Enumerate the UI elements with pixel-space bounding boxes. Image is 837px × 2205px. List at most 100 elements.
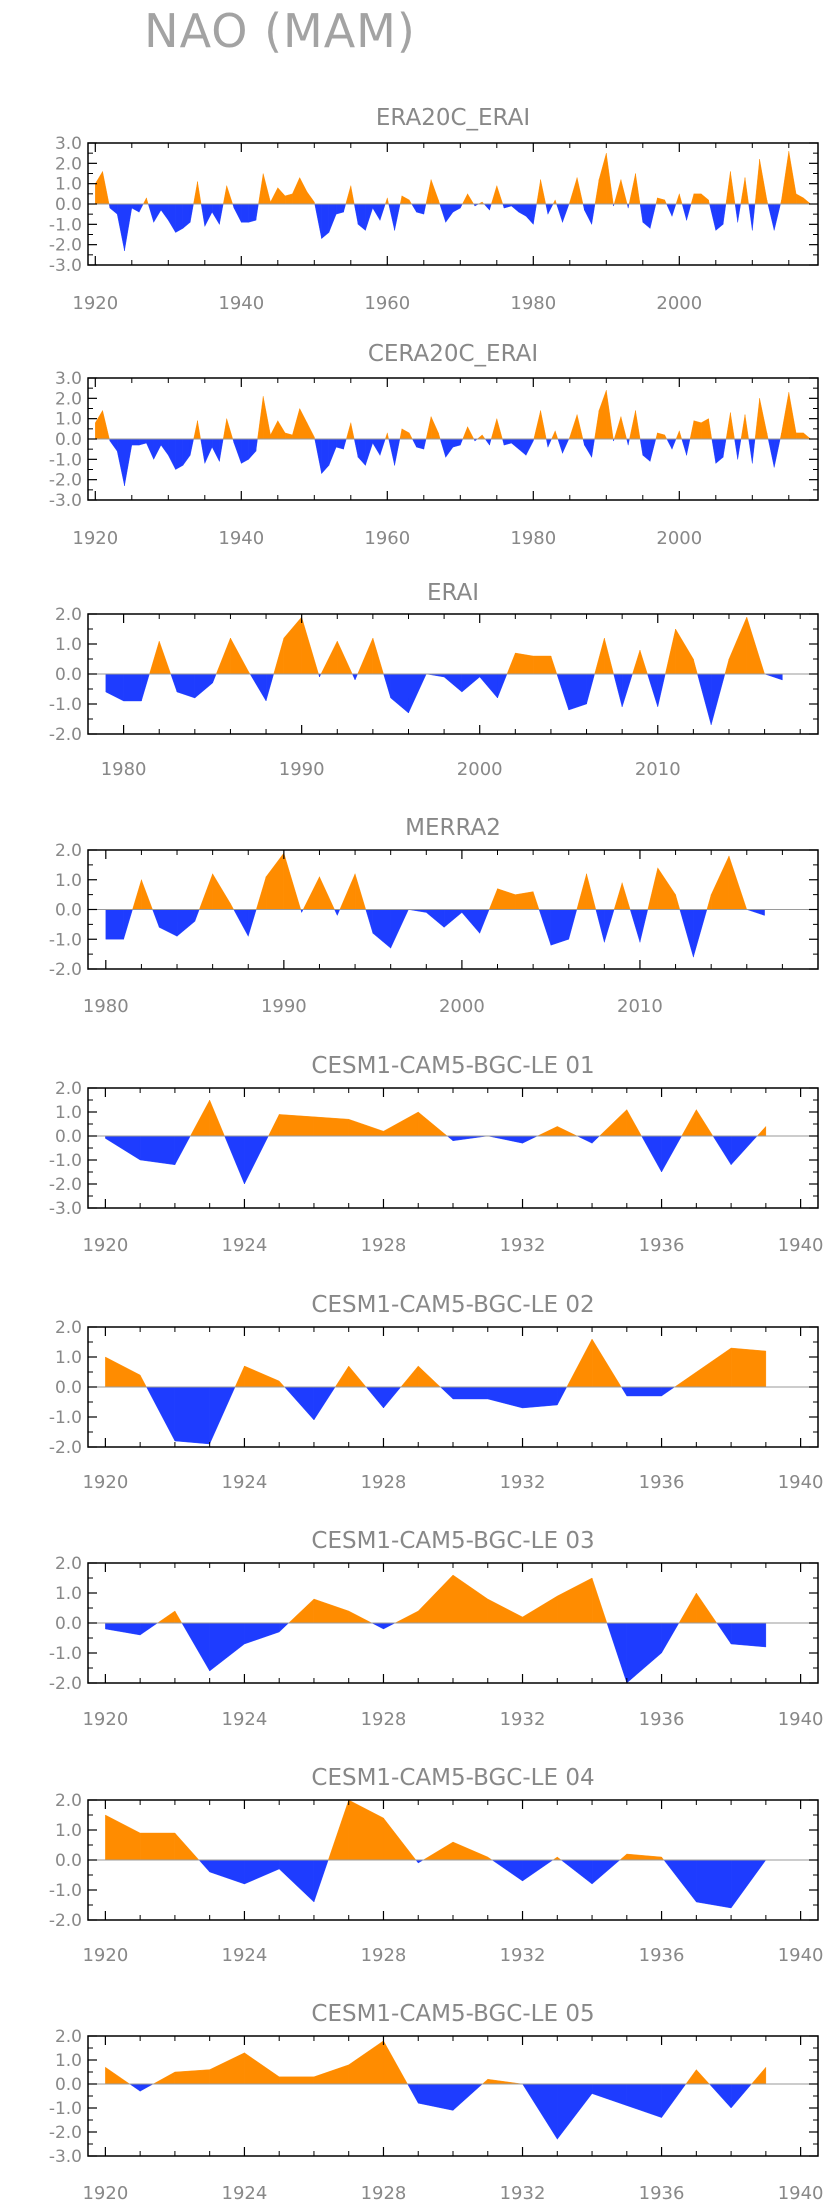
positive-area [536,179,541,205]
negative-area [147,203,154,223]
positive-area [679,430,682,440]
positive-area [664,434,668,440]
negative-area [204,203,213,227]
positive-area [598,390,607,440]
negative-area [181,1622,210,1672]
positive-area [675,193,680,205]
positive-area [685,2068,697,2085]
negative-area [746,909,765,916]
chart-panel-9: CESM1-CAM5-BGC-LE 05 2.0 1.0 0.0 -1.0 -2.0 -3.… [49,2001,824,2204]
negative-area [446,1135,454,1142]
negative-area [357,203,366,231]
positive-area [345,185,351,205]
negative-area [525,438,534,456]
positive-area [268,1114,280,1137]
negative-area [200,438,205,464]
negative-area [174,1135,191,1165]
positive-area [725,412,731,440]
positive-area [383,2040,408,2085]
negative-area [371,1622,384,1630]
page-title: NAO (MAM) [144,4,416,58]
negative-area [639,203,643,223]
negative-area [679,909,694,958]
negative-area [313,1386,336,1421]
positive-area [689,420,695,440]
x-tick-label: 1980 [510,528,556,549]
positive-area [708,199,710,205]
x-tick-label: 1920 [82,1472,128,1493]
negative-area [278,1622,290,1633]
negative-area [709,203,716,231]
negative-area [337,909,341,916]
y-tick-label: -1.0 [49,1408,82,1428]
y-tick-label: 0.0 [55,1614,82,1634]
negative-area [697,673,712,726]
negative-area [604,909,615,943]
positive-area [142,197,147,205]
positive-area [655,432,658,440]
negative-area [767,203,775,231]
y-tick-label: -1.0 [49,215,82,235]
negative-area [730,1859,767,1909]
negative-area [642,203,651,229]
positive-area [193,181,198,205]
positive-area [284,432,293,440]
negative-area [190,438,194,456]
negative-area [511,203,519,213]
negative-area [591,2083,628,2106]
positive-area [632,649,641,675]
negative-area [522,1859,554,1882]
negative-area [730,1622,767,1648]
positive-area [604,637,614,675]
positive-area [319,876,335,910]
positive-area [665,628,676,675]
negative-area [248,203,257,223]
positive-area [313,1598,349,1624]
negative-area [767,438,775,468]
positive-area [348,1118,384,1137]
negative-area [152,909,160,928]
negative-area [383,1622,396,1630]
positive-area [795,432,804,440]
positive-area [613,179,622,205]
y-tick-label: 0.0 [55,2075,82,2095]
negative-area [681,438,687,456]
x-tick-label: 1980 [510,293,556,314]
negative-area [562,203,570,223]
negative-area [545,203,549,215]
positive-area [766,199,769,205]
y-tick-label: 2.0 [55,389,82,409]
x-tick-label: 1990 [279,759,325,780]
y-tick-label: 1.0 [55,175,82,195]
positive-area [490,418,497,440]
positive-area [515,891,534,910]
negative-area [284,1386,315,1421]
positive-area [552,199,556,205]
negative-area [606,1622,628,1684]
positive-area [550,655,558,675]
negative-area [734,438,738,460]
positive-area [532,891,540,910]
positive-area [613,882,623,910]
negative-area [336,203,344,215]
negative-area [479,909,490,934]
negative-area [491,1859,523,1882]
negative-area [460,203,463,209]
negative-area [139,1135,176,1166]
x-tick-label: 1928 [361,1709,407,1730]
negative-area [518,203,527,217]
y-tick-label: 2.0 [55,2027,82,2047]
negative-area [194,909,200,922]
x-tick-label: 1940 [778,1945,824,1966]
positive-area [174,1610,183,1624]
negative-area [124,203,132,251]
negative-area [233,438,242,464]
positive-area [591,1577,608,1624]
negative-area [591,438,595,458]
positive-area [557,1577,593,1624]
x-tick-label: 1920 [82,1235,128,1256]
negative-area [666,203,673,217]
negative-area [715,203,724,231]
negative-area [568,673,587,711]
